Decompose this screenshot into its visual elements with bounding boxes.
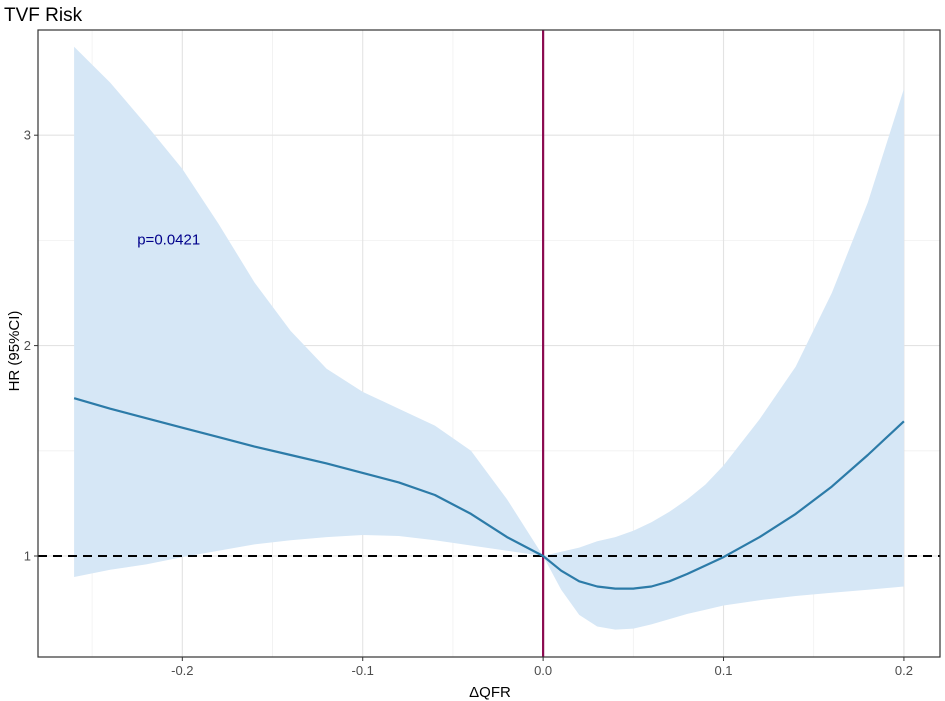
axis-ticks: -0.2 -0.1 0.0 0.1 0.2 1 2 3 xyxy=(24,128,913,678)
x-tick-label: 0.1 xyxy=(714,663,732,678)
x-tick-label: 0.2 xyxy=(895,663,913,678)
series-line-layer xyxy=(73,397,905,590)
p-value-annotation: p=0.0421 xyxy=(137,232,200,249)
y-tick-label: 1 xyxy=(24,549,31,564)
reference-lines xyxy=(38,30,940,657)
y-tick-label: 2 xyxy=(24,338,31,353)
x-tick-label: -0.2 xyxy=(171,663,193,678)
chart-title: TVF Risk xyxy=(4,5,83,26)
confidence-band-layer xyxy=(74,46,904,630)
confidence-band xyxy=(74,46,904,630)
plot-panel-border xyxy=(37,29,941,658)
x-tick-label: 0.0 xyxy=(534,663,552,678)
x-tick-label: -0.1 xyxy=(352,663,374,678)
y-tick-label: 3 xyxy=(24,128,31,143)
hr-curve xyxy=(73,397,905,590)
y-axis-title: HR (95%CI) xyxy=(6,311,23,392)
x-axis-title: ΔQFR xyxy=(469,684,511,701)
